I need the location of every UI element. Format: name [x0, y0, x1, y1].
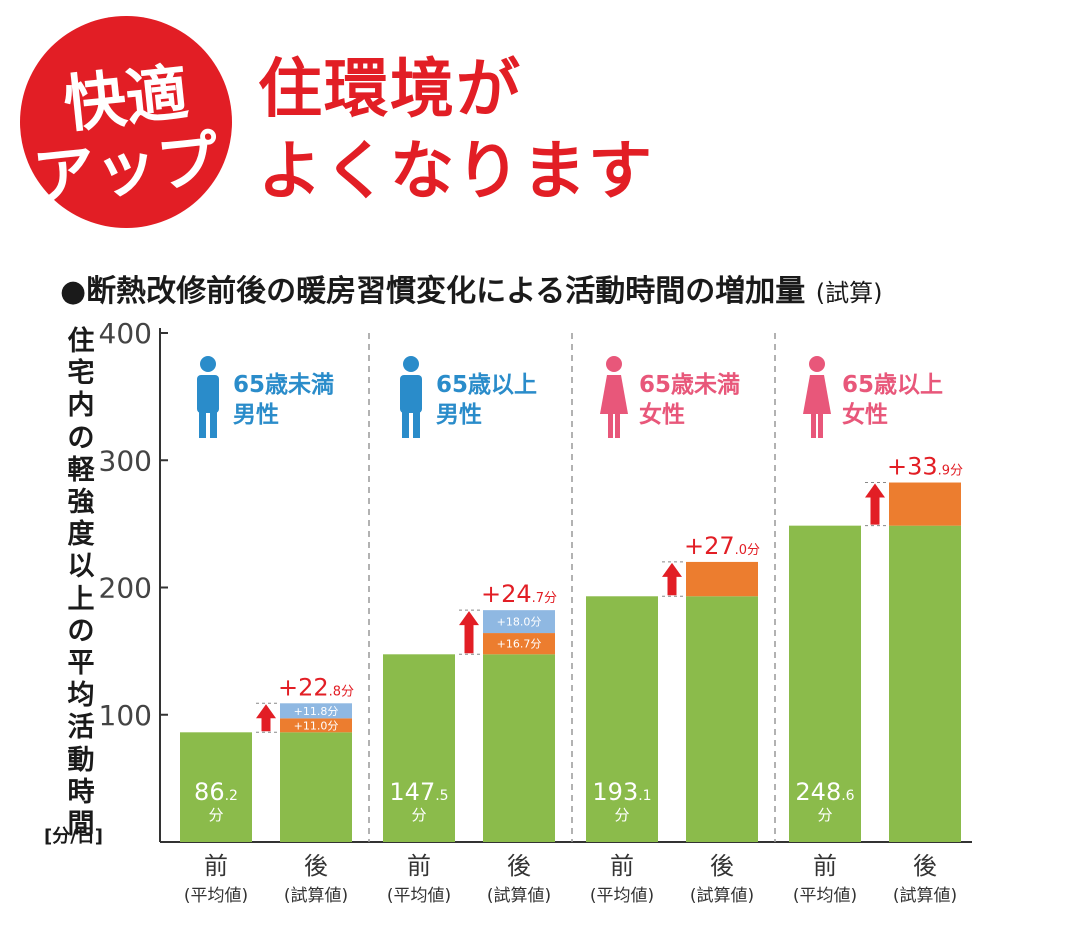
x-label-after: 後 [710, 852, 734, 880]
bar-after-increment [280, 718, 352, 733]
x-label-before: 前 [204, 852, 228, 880]
headline-line1: 住環境が [258, 53, 522, 127]
increase-arrow [256, 704, 276, 732]
increase-total-label: +24.7分 [481, 580, 557, 608]
increment-label: +11.8分 [294, 705, 339, 718]
increase-arrow [459, 611, 479, 654]
bar-after-increment [686, 561, 758, 597]
group-label-line2: 女性 [842, 401, 888, 428]
person-leg [199, 406, 206, 438]
person-leg [615, 412, 620, 438]
female-person-icon [803, 375, 831, 414]
group-label-line2: 男性 [436, 402, 482, 428]
x-sublabel-after: (試算値) [690, 886, 754, 906]
person-leg [413, 406, 420, 438]
x-sublabel-before: (平均値) [590, 886, 654, 906]
bar-after-increment [280, 703, 352, 719]
y-tick-label: 100 [99, 699, 152, 732]
male-person-icon [197, 375, 219, 413]
person-head [403, 356, 419, 372]
person-leg [402, 406, 409, 438]
increase-arrow [865, 483, 885, 525]
chart-title: ●断熱改修前後の暖房習慣変化による活動時間の増加量 (試算) [60, 266, 882, 310]
increment-label: +18.0分 [497, 616, 542, 629]
chart-title-main: ●断熱改修前後の暖房習慣変化による活動時間の増加量 [60, 274, 806, 309]
group-label-line2: 男性 [233, 402, 279, 428]
person-head [606, 356, 622, 372]
bar-after-base [686, 596, 758, 842]
x-label-after: 後 [913, 852, 937, 880]
group-label-line1: 65歳未満 [233, 372, 334, 398]
bar-before [180, 732, 252, 842]
y-tick-label: 400 [99, 317, 152, 350]
bar-before [383, 654, 455, 842]
bar-before [586, 596, 658, 842]
person-leg [210, 406, 217, 438]
x-label-before: 前 [610, 852, 634, 880]
increment-label: +11.0分 [294, 719, 339, 732]
bar-after-base [483, 654, 555, 842]
bar-before-unit: 分 [208, 806, 223, 824]
x-sublabel-after: (試算値) [284, 886, 348, 906]
male-person-icon [400, 375, 422, 413]
person-head [200, 356, 216, 372]
bar-before-value: 147.5 [389, 778, 448, 806]
headline-line2: よくなります [258, 135, 654, 209]
y-tick-label: 200 [99, 572, 152, 605]
chart-title-note: (試算) [815, 279, 883, 307]
bar-after-base [889, 525, 961, 842]
x-label-before: 前 [407, 852, 431, 880]
bar-before-value: 193.1 [592, 778, 651, 806]
bar-before-unit: 分 [614, 806, 629, 824]
person-leg [818, 412, 823, 438]
x-sublabel-before: (平均値) [793, 886, 857, 906]
group-label-line1: 65歳以上 [842, 372, 943, 398]
increase-arrow [662, 562, 682, 596]
group-label-line1: 65歳以上 [436, 372, 537, 398]
increase-total-label: +33.9分 [887, 453, 963, 481]
badge: 快適 アップ [20, 16, 232, 228]
x-sublabel-before: (平均値) [184, 886, 248, 906]
x-label-after: 後 [507, 852, 531, 880]
y-tick-label: 300 [99, 444, 152, 477]
female-person-icon [600, 375, 628, 414]
x-sublabel-before: (平均値) [387, 886, 451, 906]
x-label-before: 前 [813, 852, 837, 880]
x-label-after: 後 [304, 852, 328, 880]
bar-after-base [280, 732, 352, 842]
x-sublabel-after: (試算値) [487, 886, 551, 906]
increase-total-label: +27.0分 [684, 532, 760, 560]
increase-total-label: +22.8分 [278, 673, 354, 701]
bar-before-unit: 分 [411, 806, 426, 824]
group-label-line1: 65歳未満 [639, 372, 740, 398]
x-sublabel-after: (試算値) [893, 886, 957, 906]
group-label-line2: 女性 [639, 401, 685, 428]
bar-before-value: 248.6 [795, 778, 854, 806]
bar-after-increment [483, 633, 555, 655]
person-head [809, 356, 825, 372]
person-leg [608, 412, 613, 438]
bar-before-unit: 分 [817, 806, 832, 824]
bar-after-increment [483, 610, 555, 634]
y-axis-label: 住宅内の軽強度以上の平均活動時間 [67, 326, 95, 841]
bar-after-increment [889, 482, 961, 526]
bar-before-value: 86.2 [194, 778, 238, 806]
bar-before [789, 525, 861, 842]
increment-label: +16.7分 [497, 638, 542, 651]
person-leg [811, 412, 816, 438]
y-axis-unit: [分/日] [44, 826, 104, 847]
